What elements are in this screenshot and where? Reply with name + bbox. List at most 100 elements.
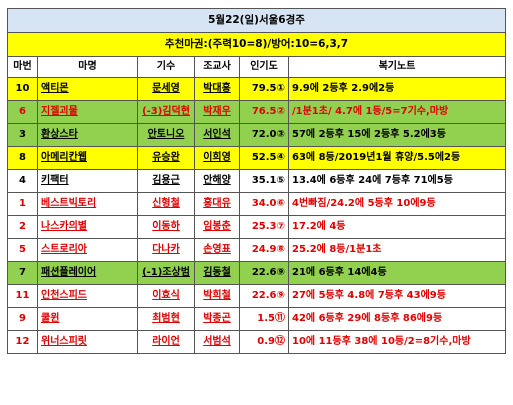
horse-number[interactable]: 9: [7, 307, 38, 331]
popularity[interactable]: 22.6⑨: [239, 284, 289, 308]
review-note[interactable]: 63에 8등/2019년1월 휴양/5.5에2등: [288, 146, 506, 170]
header-number[interactable]: 마번: [7, 56, 38, 78]
jockey-name[interactable]: 유승완: [137, 146, 195, 170]
header-popularity[interactable]: 인기도: [239, 56, 289, 78]
jockey-name[interactable]: (-1)조상범: [137, 261, 195, 285]
horse-number[interactable]: 7: [7, 261, 38, 285]
popularity[interactable]: 34.0⑥: [239, 192, 289, 216]
review-note[interactable]: 57에 2등후 15에 2등후 5.2에3등: [288, 123, 506, 147]
trainer-name[interactable]: 안해양: [194, 169, 240, 193]
horse-number[interactable]: 3: [7, 123, 38, 147]
table-row: 2 나스카의별 이동하 임봉춘 25.3⑦ 17.2에 4등: [7, 215, 506, 239]
horse-name[interactable]: 액티몬: [37, 77, 138, 101]
horse-number[interactable]: 1: [7, 192, 38, 216]
popularity[interactable]: 79.5①: [239, 77, 289, 101]
race-title[interactable]: 5월22(일)서울6경주: [7, 8, 506, 33]
popularity-rank: ⑦: [276, 221, 285, 232]
table-row: 7 패션플레이어 (-1)조상범 김동철 22.6⑨ 21에 6등후 14에4등: [7, 261, 506, 285]
horse-number[interactable]: 11: [7, 284, 38, 308]
review-note[interactable]: 10에 11등후 38에 10등/2=8기수,마방: [288, 330, 506, 354]
review-note[interactable]: 9.9에 2등후 2.9에2등: [288, 77, 506, 101]
popularity-value: 52.5: [251, 152, 277, 163]
horse-number[interactable]: 10: [7, 77, 38, 101]
popularity[interactable]: 35.1⑤: [239, 169, 289, 193]
review-note[interactable]: 25.2에 8등/1분1초: [288, 238, 506, 262]
horse-name[interactable]: 나스카의별: [37, 215, 138, 239]
jockey-name[interactable]: 김용근: [137, 169, 195, 193]
table-row: 11 인천스피드 이효식 박희철 22.6⑨ 27에 5등후 4.8에 7등후 43에9등: [7, 284, 506, 308]
header-trainer[interactable]: 조교사: [194, 56, 240, 78]
trainer-name[interactable]: 홍대유: [194, 192, 240, 216]
table-row: 6 지젤괴물 (-3)김덕현 박재우 76.5②/1분1초/ 4.7에 1등/5=7기수…: [7, 100, 506, 124]
horse-name[interactable]: 위너스피릿: [37, 330, 138, 354]
jockey-name[interactable]: 이효식: [137, 284, 195, 308]
popularity-value: 35.1: [251, 175, 277, 186]
jockey-name[interactable]: 신형철: [137, 192, 195, 216]
trainer-name[interactable]: 박종곤: [194, 307, 240, 331]
trainer-name[interactable]: 이희영: [194, 146, 240, 170]
popularity-value: 72.0: [251, 129, 277, 140]
table-row: 1 베스트빅토리 신형철 홍대유 34.0⑥ 4번빠짐/24.2에 5등후 10에9등: [7, 192, 506, 216]
popularity[interactable]: 25.3⑦: [239, 215, 289, 239]
horse-number[interactable]: 2: [7, 215, 38, 239]
race-table: 5월22(일)서울6경주 추천마권:(주력10=8)/방어:10=6,3,7 마…: [7, 8, 506, 354]
header-notes[interactable]: 복기노트: [288, 56, 506, 78]
trainer-name[interactable]: 손영표: [194, 238, 240, 262]
horse-name[interactable]: 스트로리아: [37, 238, 138, 262]
review-note[interactable]: 13.4에 6등후 24에 7등후 71에5등: [288, 169, 506, 193]
horse-name[interactable]: 지젤괴물: [37, 100, 138, 124]
trainer-name[interactable]: 박희철: [194, 284, 240, 308]
horse-number[interactable]: 5: [7, 238, 38, 262]
trainer-name[interactable]: 서범석: [194, 330, 240, 354]
popularity[interactable]: 22.6⑨: [239, 261, 289, 285]
horse-name[interactable]: 인천스피드: [37, 284, 138, 308]
jockey-name[interactable]: 문세영: [137, 77, 195, 101]
popularity-rank: ⑫: [275, 336, 285, 347]
horse-number[interactable]: 6: [7, 100, 38, 124]
popularity-rank: ⑪: [275, 313, 285, 324]
jockey-name[interactable]: 다나카: [137, 238, 195, 262]
horse-name[interactable]: 패션플레이어: [37, 261, 138, 285]
popularity[interactable]: 0.9⑫: [239, 330, 289, 354]
review-note[interactable]: 4번빠짐/24.2에 5등후 10에9등: [288, 192, 506, 216]
horse-number[interactable]: 12: [7, 330, 38, 354]
horse-name[interactable]: 쿨윈: [37, 307, 138, 331]
popularity-rank: ⑨: [276, 290, 285, 301]
horse-name[interactable]: 환상스타: [37, 123, 138, 147]
popularity-value: 24.9: [251, 244, 277, 255]
review-note[interactable]: 17.2에 4등: [288, 215, 506, 239]
jockey-name[interactable]: 최범현: [137, 307, 195, 331]
review-note[interactable]: 42에 6등후 29에 8등후 86에9등: [288, 307, 506, 331]
trainer-name[interactable]: 임봉춘: [194, 215, 240, 239]
popularity-rank: ⑥: [276, 198, 285, 209]
header-horse[interactable]: 마명: [37, 56, 138, 78]
review-note[interactable]: 27에 5등후 4.8에 7등후 43에9등: [288, 284, 506, 308]
horse-number[interactable]: 4: [7, 169, 38, 193]
jockey-name[interactable]: 안토니오: [137, 123, 195, 147]
popularity-value: 25.3: [251, 221, 277, 232]
jockey-name[interactable]: 라이언: [137, 330, 195, 354]
jockey-name[interactable]: 이동하: [137, 215, 195, 239]
popularity[interactable]: 76.5②: [239, 100, 289, 124]
popularity-value: 79.5: [251, 83, 277, 94]
horse-name[interactable]: 베스트빅토리: [37, 192, 138, 216]
trainer-name[interactable]: 박재우: [194, 100, 240, 124]
horse-name[interactable]: 키팩터: [37, 169, 138, 193]
trainer-name[interactable]: 김동철: [194, 261, 240, 285]
review-note[interactable]: 21에 6등후 14에4등: [288, 261, 506, 285]
trainer-name[interactable]: 박대흥: [194, 77, 240, 101]
horse-number[interactable]: 8: [7, 146, 38, 170]
header-jockey[interactable]: 기수: [137, 56, 195, 78]
trainer-name[interactable]: 서인석: [194, 123, 240, 147]
popularity[interactable]: 24.9⑧: [239, 238, 289, 262]
popularity-rank: ⑤: [276, 175, 285, 186]
jockey-name[interactable]: (-3)김덕현: [137, 100, 195, 124]
recommendation[interactable]: 추천마권:(주력10=8)/방어:10=6,3,7: [7, 32, 506, 57]
popularity[interactable]: 1.5⑪: [239, 307, 289, 331]
review-note[interactable]: /1분1초/ 4.7에 1등/5=7기수,마방: [288, 100, 506, 124]
popularity[interactable]: 72.0③: [239, 123, 289, 147]
popularity[interactable]: 52.5④: [239, 146, 289, 170]
popularity-rank: ④: [276, 152, 285, 163]
horse-name[interactable]: 아메리칸웹: [37, 146, 138, 170]
